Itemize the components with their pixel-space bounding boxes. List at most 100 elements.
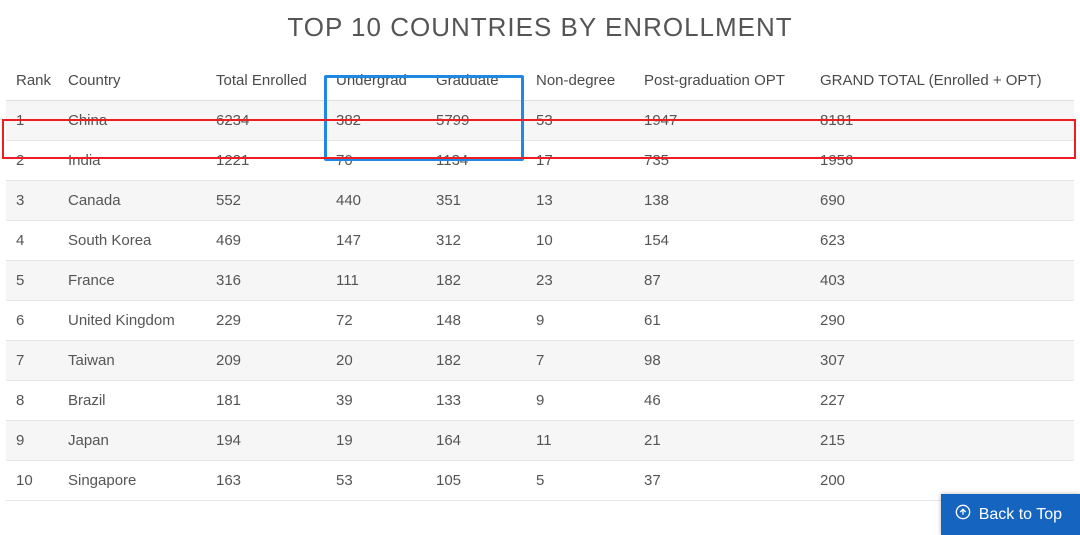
table-cell: 194 xyxy=(206,421,326,461)
table-cell: 46 xyxy=(634,381,810,421)
table-cell: 1947 xyxy=(634,101,810,141)
table-cell: Taiwan xyxy=(58,341,206,381)
table-cell: 53 xyxy=(326,461,426,501)
table-container: RankCountryTotal EnrolledUndergradGradua… xyxy=(0,61,1080,501)
table-cell: Singapore xyxy=(58,461,206,501)
table-cell: 6234 xyxy=(206,101,326,141)
table-cell: 469 xyxy=(206,221,326,261)
table-cell: 351 xyxy=(426,181,526,221)
table-cell: 735 xyxy=(634,141,810,181)
table-cell: India xyxy=(58,141,206,181)
table-cell: 209 xyxy=(206,341,326,381)
table-cell: 70 xyxy=(326,141,426,181)
back-to-top-button[interactable]: Back to Top xyxy=(941,494,1080,535)
table-cell: 21 xyxy=(634,421,810,461)
table-cell: 4 xyxy=(6,221,58,261)
table-cell: 7 xyxy=(526,341,634,381)
table-cell: United Kingdom xyxy=(58,301,206,341)
column-header: Graduate xyxy=(426,61,526,101)
table-row: 6United Kingdom22972148961290 xyxy=(6,301,1074,341)
table-row: 10Singapore16353105537200 xyxy=(6,461,1074,501)
table-cell: 37 xyxy=(634,461,810,501)
table-cell: 9 xyxy=(6,421,58,461)
table-cell: 6 xyxy=(6,301,58,341)
table-cell: 5799 xyxy=(426,101,526,141)
table-row: 2India1221701134177351956 xyxy=(6,141,1074,181)
table-cell: 19 xyxy=(326,421,426,461)
table-cell: 133 xyxy=(426,381,526,421)
table-cell: 10 xyxy=(526,221,634,261)
back-to-top-label: Back to Top xyxy=(979,506,1062,524)
table-cell: 307 xyxy=(810,341,1074,381)
table-cell: 39 xyxy=(326,381,426,421)
table-cell: 1221 xyxy=(206,141,326,181)
table-cell: 5 xyxy=(6,261,58,301)
page-title: TOP 10 COUNTRIES BY ENROLLMENT xyxy=(0,0,1080,61)
table-cell: 164 xyxy=(426,421,526,461)
table-cell: 148 xyxy=(426,301,526,341)
table-cell: 403 xyxy=(810,261,1074,301)
table-cell: 9 xyxy=(526,381,634,421)
table-cell: 23 xyxy=(526,261,634,301)
table-row: 4South Korea46914731210154623 xyxy=(6,221,1074,261)
column-header: GRAND TOTAL (Enrolled + OPT) xyxy=(810,61,1074,101)
column-header: Non-degree xyxy=(526,61,634,101)
table-cell: 690 xyxy=(810,181,1074,221)
table-row: 8Brazil18139133946227 xyxy=(6,381,1074,421)
table-cell: 9 xyxy=(526,301,634,341)
arrow-up-circle-icon xyxy=(955,504,971,525)
table-row: 7Taiwan20920182798307 xyxy=(6,341,1074,381)
table-cell: 87 xyxy=(634,261,810,301)
table-cell: 154 xyxy=(634,221,810,261)
table-cell: 316 xyxy=(206,261,326,301)
table-cell: 227 xyxy=(810,381,1074,421)
column-header: Post-graduation OPT xyxy=(634,61,810,101)
table-cell: 17 xyxy=(526,141,634,181)
column-header: Country xyxy=(58,61,206,101)
table-cell: 229 xyxy=(206,301,326,341)
table-cell: France xyxy=(58,261,206,301)
table-cell: China xyxy=(58,101,206,141)
table-cell: 2 xyxy=(6,141,58,181)
table-cell: 1956 xyxy=(810,141,1074,181)
table-cell: 98 xyxy=(634,341,810,381)
table-cell: 61 xyxy=(634,301,810,341)
table-cell: 20 xyxy=(326,341,426,381)
table-cell: 5 xyxy=(526,461,634,501)
table-cell: 138 xyxy=(634,181,810,221)
table-cell: 163 xyxy=(206,461,326,501)
table-cell: 7 xyxy=(6,341,58,381)
table-cell: 552 xyxy=(206,181,326,221)
table-cell: 111 xyxy=(326,261,426,301)
table-cell: Canada xyxy=(58,181,206,221)
table-cell: 11 xyxy=(526,421,634,461)
table-header-row: RankCountryTotal EnrolledUndergradGradua… xyxy=(6,61,1074,101)
table-cell: 8 xyxy=(6,381,58,421)
column-header: Total Enrolled xyxy=(206,61,326,101)
table-cell: 8181 xyxy=(810,101,1074,141)
table-cell: Japan xyxy=(58,421,206,461)
table-row: 1China623438257995319478181 xyxy=(6,101,1074,141)
table-cell: 72 xyxy=(326,301,426,341)
table-cell: 1 xyxy=(6,101,58,141)
table-cell: 440 xyxy=(326,181,426,221)
table-cell: 182 xyxy=(426,261,526,301)
table-cell: 3 xyxy=(6,181,58,221)
table-row: 5France3161111822387403 xyxy=(6,261,1074,301)
table-cell: 312 xyxy=(426,221,526,261)
table-cell: 147 xyxy=(326,221,426,261)
table-cell: 215 xyxy=(810,421,1074,461)
table-cell: 382 xyxy=(326,101,426,141)
table-cell: 182 xyxy=(426,341,526,381)
table-cell: Brazil xyxy=(58,381,206,421)
table-cell: South Korea xyxy=(58,221,206,261)
table-row: 3Canada55244035113138690 xyxy=(6,181,1074,221)
table-cell: 623 xyxy=(810,221,1074,261)
enrollment-table: RankCountryTotal EnrolledUndergradGradua… xyxy=(6,61,1074,501)
table-cell: 13 xyxy=(526,181,634,221)
column-header: Undergrad xyxy=(326,61,426,101)
column-header: Rank xyxy=(6,61,58,101)
table-cell: 290 xyxy=(810,301,1074,341)
table-cell: 53 xyxy=(526,101,634,141)
table-row: 9Japan194191641121215 xyxy=(6,421,1074,461)
